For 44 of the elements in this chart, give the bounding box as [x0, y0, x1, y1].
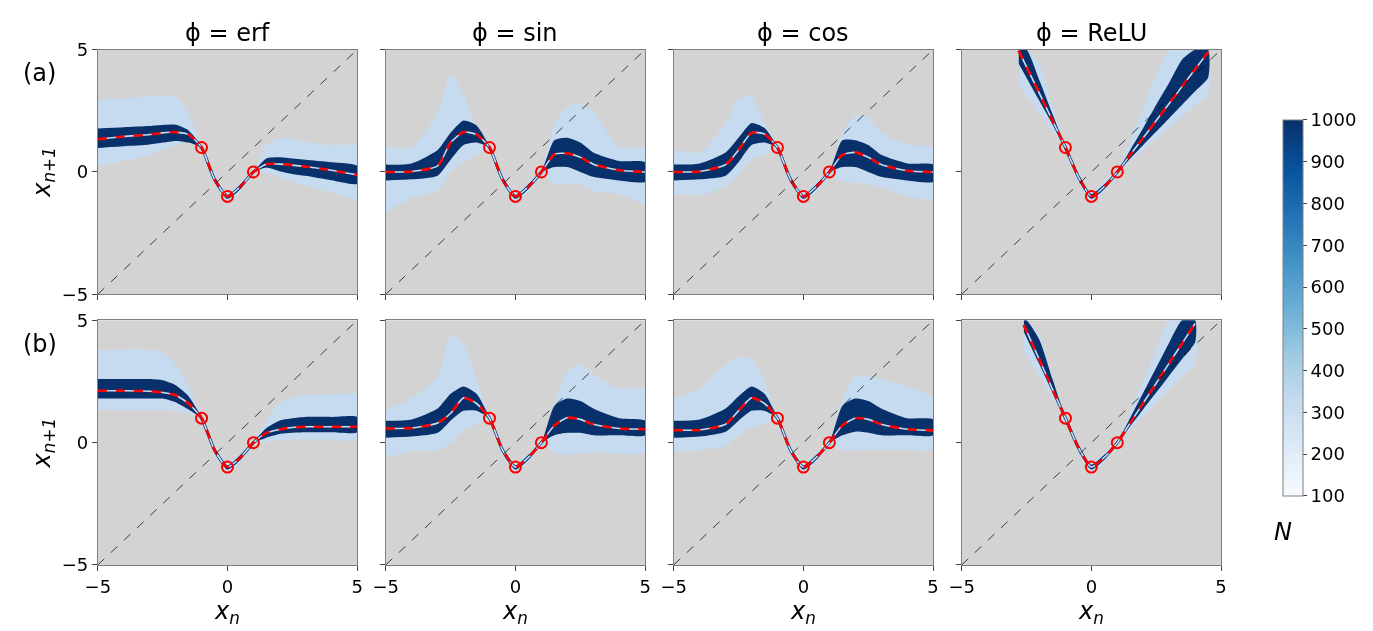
color-bar-label: 300 — [1310, 401, 1345, 423]
color-bar-label: 1000 — [1310, 109, 1357, 131]
text: (b) — [23, 330, 57, 358]
chart-title: ϕ = erf — [185, 19, 270, 47]
color-bar-label: 600 — [1310, 276, 1345, 298]
point — [220, 460, 234, 474]
x-tick-label: 5 — [1215, 575, 1227, 597]
x-tick-label: −5 — [372, 575, 400, 597]
x-tick-label: 5 — [927, 575, 939, 597]
x-axis-title: x$_{n}$ — [214, 596, 240, 628]
y-tick-label: −5 — [61, 554, 89, 576]
y-tick-label: 5 — [76, 309, 89, 331]
x-tick-label: 0 — [509, 575, 522, 597]
y-tick-label: 0 — [76, 431, 89, 453]
chart-title: ϕ = cos — [757, 19, 849, 47]
text: (a) — [23, 59, 57, 87]
x-tick-label: 0 — [797, 575, 810, 597]
y-tick-label: 5 — [76, 38, 89, 60]
y-tick-label: −5 — [61, 283, 89, 305]
color-bar-label: 800 — [1310, 192, 1345, 214]
x-axis-title: x$_{n}$ — [1077, 596, 1104, 628]
color-bar-label: 100 — [1310, 485, 1345, 507]
x-axis-title: x$_{n}$ — [789, 596, 816, 628]
x-tick-label: 0 — [221, 575, 234, 597]
point — [220, 189, 234, 203]
color-bar-label: 200 — [1310, 443, 1345, 465]
point — [246, 436, 260, 450]
chart-title: ϕ = ReLU — [1036, 19, 1148, 47]
point — [195, 141, 209, 154]
x-axis-title: x$_{n}$ — [502, 596, 528, 628]
x-tick-label: −5 — [660, 575, 687, 597]
color-bar-label: 500 — [1310, 318, 1345, 340]
x-tick-label: 5 — [351, 575, 363, 597]
color-bar-label: 400 — [1310, 359, 1345, 381]
y-tick-label: 0 — [76, 161, 89, 183]
color-bar-label: 700 — [1310, 234, 1345, 256]
x-tick-label: 5 — [639, 575, 651, 597]
x-tick-label: 0 — [1085, 575, 1098, 597]
chart-title: ϕ = sin — [472, 19, 558, 47]
point — [246, 165, 260, 179]
color-bar-label: 900 — [1310, 151, 1345, 173]
color-bar-title: N — [1274, 518, 1292, 546]
x-tick-label: −5 — [948, 575, 975, 597]
point — [195, 411, 209, 425]
